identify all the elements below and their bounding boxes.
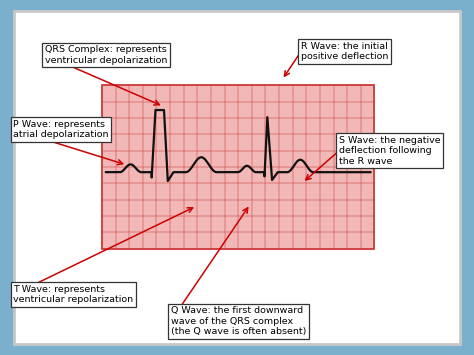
- Text: S Wave: the negative
deflection following
the R wave: S Wave: the negative deflection followin…: [339, 136, 440, 166]
- FancyBboxPatch shape: [14, 11, 460, 344]
- Text: T Wave: represents
ventricular repolarization: T Wave: represents ventricular repolariz…: [13, 285, 133, 304]
- Text: QRS Complex: represents
ventricular depolarization: QRS Complex: represents ventricular depo…: [45, 45, 167, 65]
- Text: Q Wave: the first downward
wave of the QRS complex
(the Q wave is often absent): Q Wave: the first downward wave of the Q…: [171, 306, 306, 336]
- FancyBboxPatch shape: [102, 85, 374, 248]
- Text: P Wave: represents
atrial depolarization: P Wave: represents atrial depolarization: [13, 120, 109, 139]
- Text: R Wave: the initial
positive deflection: R Wave: the initial positive deflection: [301, 42, 388, 61]
